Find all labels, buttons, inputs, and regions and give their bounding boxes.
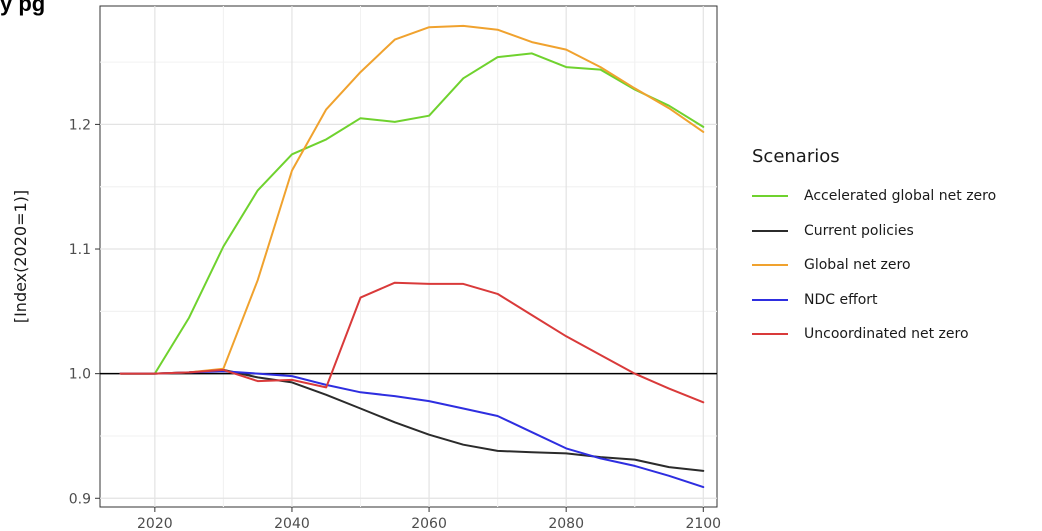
legend-item: Global net zero [752,248,996,283]
legend-key [752,229,788,232]
x-tick-label: 2100 [685,516,721,531]
plot-border [99,5,718,508]
legend: Scenarios Accelerated global net zero Cur… [752,146,996,352]
series-line-ndc-effort [119,370,705,489]
series-line-uncoordinated-net-zero [119,281,705,404]
y-tick-label: 1.2 [69,117,91,133]
y-tick-label: 0.9 [69,491,91,507]
x-tick-label: 2040 [274,516,310,531]
legend-item: NDC effort [752,283,996,318]
y-tick-label: 1.0 [69,367,91,383]
legend-label: Global net zero [804,257,911,274]
legend-item: Accelerated global net zero [752,179,996,214]
legend-item: Current policies [752,214,996,249]
legend-title: Scenarios [752,146,840,167]
chart-title: y pg [0,0,46,16]
legend-label: NDC effort [804,291,878,308]
legend-key [752,195,788,198]
legend-items: Accelerated global net zero Current polic… [752,179,996,352]
legend-item: Uncoordinated net zero [752,317,996,352]
legend-label: Current policies [804,222,914,239]
plot-panel: 2020 2040 2060 2080 2100 0.9 1.0 1.1 1.2 [Index(2… [11,5,721,531]
x-tick-label: 2060 [411,516,447,531]
legend-key [752,333,788,336]
x-tick-label: 2080 [548,516,584,531]
y-tick-label: 1.1 [69,242,91,258]
series-line-accelerated-global-net-zero [119,52,705,375]
line-chart: 2020 2040 2060 2080 2100 0.9 1.0 1.1 1.2 [Index(2… [11,5,721,531]
legend-label: Accelerated global net zero [804,188,997,205]
legend-key [752,264,788,267]
y-axis-title: [Index(2020=1)] [11,190,30,323]
legend-key [752,298,788,301]
legend-label: Uncoordinated net zero [804,326,969,343]
x-tick-label: 2020 [137,516,173,531]
